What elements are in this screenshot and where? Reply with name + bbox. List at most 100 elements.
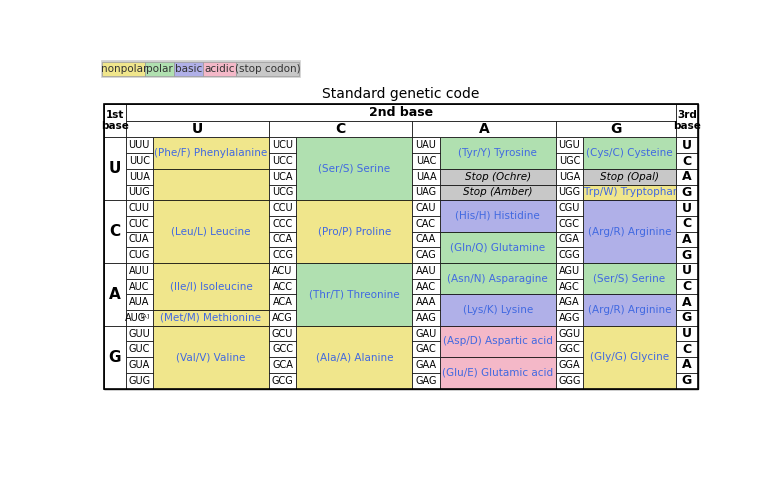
Bar	[439, 200, 556, 232]
Text: (Phe/F) Phenylalanine: (Phe/F) Phenylalanine	[154, 148, 267, 158]
Text: AAC: AAC	[416, 282, 436, 291]
Text: UGG: UGG	[558, 187, 580, 198]
Bar	[296, 326, 412, 389]
Bar	[296, 138, 412, 200]
Text: Standard genetic code: Standard genetic code	[322, 87, 479, 101]
Bar	[556, 341, 583, 357]
Text: UUC: UUC	[129, 156, 149, 166]
Bar	[126, 216, 152, 232]
Bar	[412, 310, 439, 326]
Text: UGC: UGC	[558, 156, 580, 166]
Text: (Pro/P) Proline: (Pro/P) Proline	[317, 227, 391, 236]
Bar	[269, 232, 296, 247]
Text: GAA: GAA	[415, 360, 436, 370]
Bar	[126, 373, 152, 389]
Bar	[269, 216, 296, 232]
Bar	[676, 357, 698, 373]
Text: CUA: CUA	[129, 234, 149, 244]
Text: AAG: AAG	[415, 313, 436, 323]
Bar	[439, 263, 556, 294]
Bar	[676, 216, 698, 232]
Bar	[152, 200, 269, 263]
Text: CAC: CAC	[416, 219, 436, 229]
Bar	[556, 216, 583, 232]
Text: (Asn/N) Asparagine: (Asn/N) Asparagine	[447, 274, 548, 284]
Text: A: A	[682, 358, 691, 371]
Bar	[676, 200, 698, 216]
Text: GCU: GCU	[272, 329, 293, 339]
Bar	[126, 200, 152, 216]
Bar	[676, 341, 698, 357]
Bar	[269, 357, 296, 373]
Text: (Arg/R) Arginine: (Arg/R) Arginine	[587, 305, 671, 315]
Text: [A]: [A]	[141, 313, 149, 319]
Bar	[556, 184, 583, 200]
Bar	[412, 216, 439, 232]
Bar	[104, 104, 698, 389]
Text: A: A	[109, 287, 120, 302]
Bar	[556, 153, 583, 169]
Bar	[676, 310, 698, 326]
Bar	[439, 138, 556, 169]
Text: CUG: CUG	[128, 250, 150, 260]
Text: U: U	[682, 202, 692, 215]
Bar	[236, 62, 299, 76]
Bar	[101, 60, 300, 78]
Bar	[269, 326, 296, 341]
Bar	[145, 62, 174, 76]
Text: CAG: CAG	[415, 250, 436, 260]
Text: U: U	[109, 161, 121, 176]
Text: ACU: ACU	[272, 266, 292, 276]
Bar	[583, 200, 676, 263]
Text: GCA: GCA	[272, 360, 293, 370]
Bar	[412, 341, 439, 357]
Bar	[412, 263, 439, 279]
Text: CGC: CGC	[559, 219, 579, 229]
Bar	[439, 232, 556, 263]
Bar	[583, 169, 676, 184]
Bar	[583, 263, 676, 294]
Bar	[152, 326, 269, 389]
Text: CUU: CUU	[129, 203, 149, 213]
Text: CUC: CUC	[129, 219, 149, 229]
Bar	[556, 247, 583, 263]
Text: UAC: UAC	[416, 156, 436, 166]
Text: UCC: UCC	[272, 156, 293, 166]
Bar	[104, 263, 126, 326]
Bar	[126, 104, 676, 120]
Text: (Ser/S) Serine: (Ser/S) Serine	[318, 164, 390, 174]
Text: GGC: GGC	[558, 344, 580, 354]
Text: (Gly/G) Glycine: (Gly/G) Glycine	[590, 352, 669, 362]
Bar	[439, 294, 556, 326]
Bar	[269, 294, 296, 310]
Bar	[126, 263, 152, 279]
Text: CCC: CCC	[272, 219, 292, 229]
Bar	[126, 184, 152, 200]
Text: G: G	[109, 350, 121, 364]
Bar	[174, 62, 203, 76]
Text: G: G	[682, 374, 692, 387]
Bar	[439, 357, 556, 389]
Text: U: U	[682, 139, 692, 152]
Text: C: C	[682, 217, 691, 230]
Text: (Ser/S) Serine: (Ser/S) Serine	[594, 274, 665, 284]
Bar	[269, 373, 296, 389]
Bar	[412, 232, 439, 247]
Text: A: A	[682, 296, 691, 309]
Bar	[556, 169, 583, 184]
Text: UUU: UUU	[128, 140, 150, 150]
Text: UGU: UGU	[558, 140, 580, 150]
Text: (Gln/Q) Glutamine: (Gln/Q) Glutamine	[450, 242, 545, 253]
Text: G: G	[682, 248, 692, 262]
Bar	[556, 326, 583, 341]
Text: GUU: GUU	[128, 329, 150, 339]
Bar	[556, 279, 583, 294]
Bar	[676, 153, 698, 169]
Bar	[104, 326, 126, 389]
Bar	[269, 120, 412, 138]
Text: AUC: AUC	[129, 282, 149, 291]
Text: 1st
base: 1st base	[101, 110, 129, 132]
Bar	[412, 279, 439, 294]
Bar	[152, 263, 269, 310]
Bar	[676, 232, 698, 247]
